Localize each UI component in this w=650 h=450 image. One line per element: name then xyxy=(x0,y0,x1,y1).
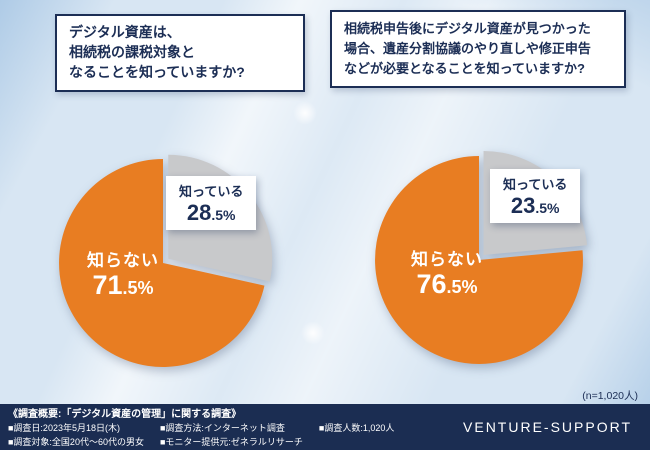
question-text-left: デジタル資産は、 相続税の課税対象と なることを知っていますか? xyxy=(69,24,245,80)
survey-monitor: ■モニター提供元:ゼネラルリサーチ xyxy=(159,436,303,447)
slice-percent: 28.5% xyxy=(186,200,236,225)
slice-label: 知らない xyxy=(87,251,159,270)
survey-title: 《調査概要:「デジタル資産の管理」に関する調査》 xyxy=(8,409,242,420)
sample-size-note: (n=1,020人) xyxy=(582,390,638,402)
brand-logo: VENTURE-SUPPORT xyxy=(463,419,632,435)
slice-percent: 23.5% xyxy=(510,193,560,218)
question-text-right: 相続税申告後にデジタル資産が見つかった 場合、遺産分割協議のやり直しや修正申告 … xyxy=(344,21,591,77)
survey-method: ■調査方法:インターネット調査 xyxy=(159,423,285,433)
sparkle-decoration xyxy=(300,320,326,346)
slice-label: 知っている xyxy=(179,184,244,199)
slice-percent: 71.5% xyxy=(92,270,154,300)
pie-slice-1 xyxy=(59,159,265,367)
question-box-right: 相続税申告後にデジタル資産が見つかった 場合、遺産分割協議のやり直しや修正申告 … xyxy=(330,10,626,89)
pie-left-know-label: 知っている 28.5% xyxy=(166,176,257,230)
survey-detail-column: ■調査日:2023年5月18日(木) ■調査対象:全国20代〜60代の男女 xyxy=(8,422,144,449)
survey-overview: 《調査概要:「デジタル資産の管理」に関する調査》 ■調査日:2023年5月18日… xyxy=(8,405,394,449)
slice-label: 知らない xyxy=(411,250,483,269)
survey-count: ■調査人数:1,020人 xyxy=(318,423,395,433)
sparkle-decoration xyxy=(292,100,318,126)
footer-bar: 《調査概要:「デジタル資産の管理」に関する調査》 ■調査日:2023年5月18日… xyxy=(0,404,650,450)
question-box-left: デジタル資産は、 相続税の課税対象と なることを知っていますか? xyxy=(55,14,305,92)
pie-right-dontknow-label: 知らない 76.5% xyxy=(382,245,512,299)
pie-right-know-label: 知っている 23.5% xyxy=(490,169,581,223)
survey-target: ■調査対象:全国20代〜60代の男女 xyxy=(8,436,144,447)
survey-date: ■調査日:2023年5月18日(木) xyxy=(8,423,120,433)
pie-left-dontknow-label: 知らない 71.5% xyxy=(58,246,188,300)
pie-chart-right: 知らない 76.5% 知っている 23.5% xyxy=(366,147,592,373)
survey-details: ■調査日:2023年5月18日(木) ■調査対象:全国20代〜60代の男女 ■調… xyxy=(8,422,394,449)
slice-percent: 76.5% xyxy=(416,269,478,299)
survey-detail-column: ■調査方法:インターネット調査 ■モニター提供元:ゼネラルリサーチ xyxy=(160,422,303,449)
slice-label: 知っている xyxy=(503,177,568,192)
survey-detail-column: ■調査人数:1,020人 xyxy=(319,422,394,449)
pie-slice-1 xyxy=(375,156,583,364)
pie-chart-left: 知らない 71.5% 知っている 28.5% xyxy=(50,150,276,376)
